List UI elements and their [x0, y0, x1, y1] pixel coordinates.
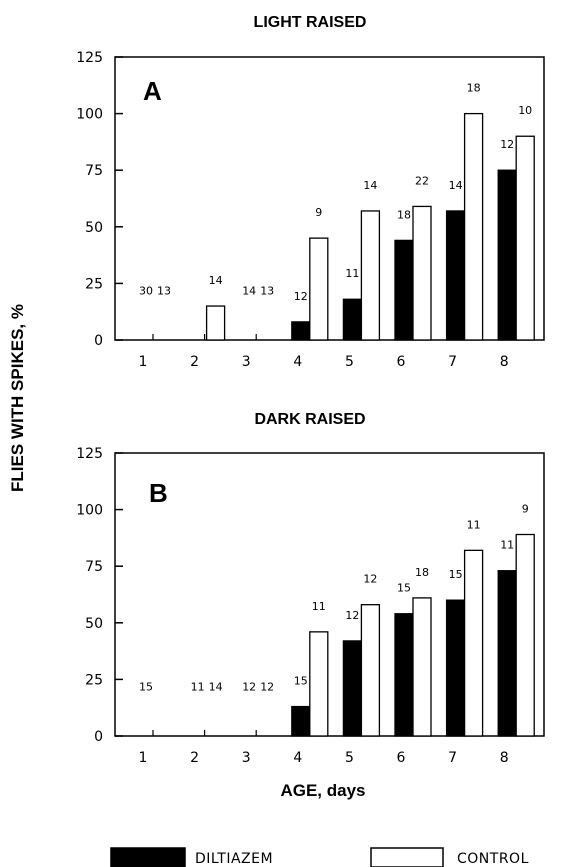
n-label: 12 — [345, 609, 359, 622]
n-label: 14 — [363, 179, 377, 192]
n-label: 13 — [260, 285, 274, 298]
bar-control — [515, 533, 535, 737]
bar-diltiazem — [342, 640, 363, 737]
n-label: 11 — [467, 518, 481, 531]
bar-control — [515, 135, 535, 341]
legend-swatch-control — [370, 847, 444, 867]
y-tick-label: 100 — [76, 107, 103, 123]
x-tick-label: 7 — [448, 750, 457, 766]
x-tick-label: 1 — [139, 354, 148, 370]
n-label: 14 — [242, 285, 256, 298]
x-tick-label: 5 — [345, 354, 354, 370]
panel-a-frame — [114, 56, 545, 341]
n-label: 15 — [449, 568, 463, 581]
bar-control — [463, 549, 484, 737]
n-label: 22 — [415, 174, 429, 187]
y-tick-label: 100 — [76, 503, 103, 519]
n-label: 18 — [397, 208, 411, 221]
bar-control — [205, 305, 226, 341]
n-label: 18 — [415, 566, 429, 579]
bar-control — [360, 604, 381, 737]
y-tick-label: 125 — [76, 50, 103, 66]
x-tick-label: 6 — [397, 750, 406, 766]
n-label: 12 — [363, 573, 377, 586]
x-tick-label: 2 — [190, 750, 199, 766]
x-tick-label: 6 — [397, 354, 406, 370]
panel-a-title: LIGHT RAISED — [254, 14, 367, 31]
bar-control — [412, 597, 432, 737]
panel-b-frame — [114, 452, 545, 737]
y-tick-label: 50 — [85, 616, 103, 632]
x-tick-label: 4 — [293, 750, 302, 766]
legend-label-control: CONTROL — [457, 851, 529, 867]
x-tick-label: 4 — [293, 354, 302, 370]
n-label: 12 — [500, 138, 514, 151]
x-tick-label: 8 — [500, 354, 509, 370]
bar-control — [412, 205, 432, 341]
legend: DILTIAZEM CONTROL — [110, 847, 529, 867]
y-tick-label: 25 — [85, 276, 103, 292]
bar-control — [360, 210, 381, 341]
y-tick-label: 0 — [94, 729, 103, 745]
n-label: 11 — [500, 539, 514, 552]
y-tick-label: 125 — [76, 446, 103, 462]
n-label: 11 — [312, 600, 326, 613]
n-label: 15 — [397, 582, 411, 595]
n-label: 11 — [191, 681, 205, 694]
n-label: 30 — [139, 285, 153, 298]
y-tick-label: 0 — [94, 333, 103, 349]
legend-swatch-diltiazem — [110, 847, 186, 867]
y-tick-label: 50 — [85, 220, 103, 236]
n-label: 12 — [294, 290, 308, 303]
legend-label-diltiazem: DILTIAZEM — [195, 851, 273, 867]
n-label: 10 — [518, 104, 532, 117]
bar-diltiazem — [445, 210, 466, 341]
bar-diltiazem — [497, 169, 517, 341]
bar-control — [309, 237, 329, 341]
y-tick-label: 75 — [85, 163, 103, 179]
x-tick-label: 3 — [242, 354, 251, 370]
bar-control — [463, 112, 484, 341]
n-label: 12 — [260, 681, 274, 694]
bar-control — [309, 631, 329, 737]
x-axis-label: AGE, days — [280, 781, 365, 800]
y-tick-label: 75 — [85, 559, 103, 575]
x-tick-label: 8 — [500, 750, 509, 766]
n-label: 15 — [294, 675, 308, 688]
bar-diltiazem — [497, 570, 517, 737]
n-label: 18 — [467, 82, 481, 95]
x-tick-label: 5 — [345, 750, 354, 766]
bar-diltiazem — [394, 239, 414, 341]
n-label: 9 — [315, 206, 322, 219]
n-label: 14 — [449, 179, 463, 192]
x-tick-label: 2 — [190, 354, 199, 370]
n-label: 11 — [345, 267, 359, 280]
n-label: 14 — [209, 681, 223, 694]
bar-diltiazem — [445, 599, 466, 737]
panel-b-title: DARK RAISED — [254, 411, 365, 428]
bar-diltiazem — [394, 613, 414, 737]
n-label: 9 — [522, 503, 529, 516]
bar-diltiazem — [342, 298, 363, 341]
n-label: 12 — [242, 681, 256, 694]
n-label: 15 — [139, 681, 153, 694]
bar-diltiazem — [291, 321, 311, 341]
panel-a-label: A — [143, 76, 162, 106]
x-tick-label: 7 — [448, 354, 457, 370]
x-tick-label: 3 — [242, 750, 251, 766]
bar-diltiazem — [291, 705, 311, 737]
n-label: 14 — [209, 274, 223, 287]
y-tick-label: 25 — [85, 672, 103, 688]
x-tick-label: 1 — [139, 750, 148, 766]
n-label: 13 — [157, 285, 171, 298]
panel-b-label: B — [149, 478, 168, 508]
y-axis-label: FLIES WITH SPIKES, % — [8, 304, 27, 492]
